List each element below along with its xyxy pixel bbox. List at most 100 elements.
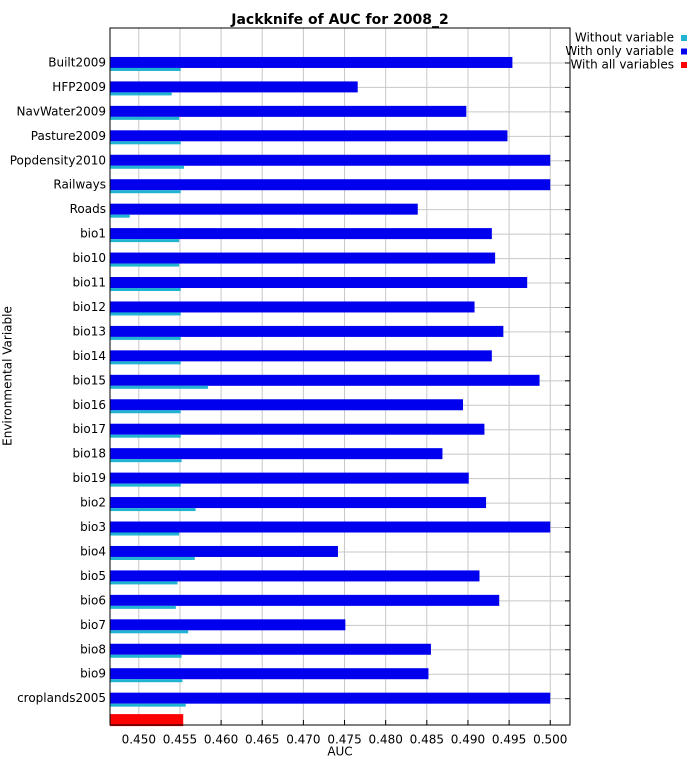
bar (110, 141, 181, 145)
legend-label: With only variable (565, 44, 674, 58)
y-tick-label: bio13 (72, 324, 106, 338)
y-tick-label: Roads (70, 202, 106, 216)
bar (110, 288, 181, 292)
y-tick-label: Built2009 (48, 55, 106, 69)
y-tick-label: bio7 (80, 618, 106, 632)
y-tick-label: bio17 (72, 422, 106, 436)
bar (110, 570, 480, 582)
bar (110, 252, 496, 264)
y-tick-label: Railways (53, 178, 106, 192)
x-tick-label: 0.495 (492, 733, 526, 747)
y-tick-label: bio8 (80, 642, 106, 656)
bar (110, 312, 181, 316)
bar (110, 532, 180, 536)
y-tick-label: bio11 (72, 276, 106, 290)
y-tick-label: bio19 (72, 471, 106, 485)
bar (110, 630, 189, 634)
x-tick-label: 0.475 (327, 733, 361, 747)
y-tick-label: bio9 (80, 667, 106, 681)
x-tick-label: 0.480 (368, 733, 402, 747)
bar (110, 92, 172, 96)
x-tick-label: 0.455 (163, 733, 197, 747)
plot-frame (109, 27, 571, 726)
bar (110, 56, 513, 68)
bar (110, 81, 358, 93)
bar (110, 434, 181, 438)
y-tick-label: bio15 (72, 373, 106, 387)
bar (110, 679, 183, 683)
legend-label: With all variables (570, 58, 674, 72)
bar (110, 105, 467, 117)
bar (110, 508, 196, 512)
x-tick-label: 0.450 (122, 733, 156, 747)
x-tick-label: 0.500 (533, 733, 567, 747)
bar (110, 472, 469, 484)
bar (110, 497, 487, 509)
bar (110, 350, 492, 362)
bar (110, 190, 181, 194)
legend-swatch (681, 35, 687, 41)
bar (110, 67, 181, 71)
y-tick-label: bio4 (80, 544, 106, 558)
bar (110, 556, 195, 560)
y-tick-label: bio12 (72, 300, 106, 314)
bar (110, 483, 181, 487)
bar (110, 399, 464, 411)
y-tick-label: bio14 (72, 349, 106, 363)
y-tick-label: Popdensity2010 (10, 153, 106, 167)
bar (110, 154, 551, 166)
bar (110, 692, 551, 704)
bar (110, 214, 130, 218)
bar (110, 448, 443, 460)
bar (110, 130, 508, 142)
y-tick-label: Pasture2009 (31, 129, 106, 143)
bar (110, 203, 418, 215)
bar (110, 594, 500, 606)
x-tick-label: 0.490 (451, 733, 485, 747)
x-tick-label: 0.465 (245, 733, 279, 747)
bar (110, 545, 338, 557)
bar (110, 325, 504, 337)
bar (110, 361, 181, 365)
y-tick-label: HFP2009 (52, 80, 106, 94)
x-axis-label: AUC (327, 745, 352, 759)
legend-swatch (681, 62, 687, 68)
bar (110, 423, 485, 435)
bar (110, 581, 178, 585)
bar (110, 668, 429, 680)
bar (110, 521, 551, 533)
y-tick-label: bio5 (80, 569, 106, 583)
bar (110, 385, 208, 389)
y-tick-label: bio16 (72, 398, 106, 412)
y-tick-label: bio6 (80, 593, 106, 607)
bar (110, 605, 176, 609)
bar (110, 410, 181, 414)
bar (110, 301, 475, 313)
legend-swatch (681, 48, 687, 55)
bar (110, 703, 186, 707)
x-tick-label: 0.485 (410, 733, 444, 747)
y-tick-label: croplands2005 (17, 691, 106, 705)
bar (110, 336, 181, 340)
legend-label: Without variable (575, 31, 674, 45)
y-tick-label: bio2 (80, 496, 106, 510)
x-tick-label: 0.460 (204, 733, 238, 747)
bar (110, 239, 180, 243)
bar (110, 654, 182, 658)
y-tick-label: bio10 (72, 251, 106, 265)
bar (110, 116, 180, 120)
bar (110, 277, 528, 289)
bar (110, 643, 431, 655)
y-tick-label: bio1 (80, 227, 106, 241)
y-axis-label: Environmental Variable (1, 306, 15, 446)
y-tick-label: bio18 (72, 447, 106, 461)
chart-title: Jackknife of AUC for 2008_2 (230, 12, 449, 28)
bar (110, 374, 540, 386)
x-tick-label: 0.470 (286, 733, 320, 747)
bar (110, 228, 492, 240)
bar (110, 619, 346, 631)
bar (110, 459, 182, 463)
bar (110, 179, 551, 191)
y-tick-label: NavWater2009 (17, 104, 106, 118)
